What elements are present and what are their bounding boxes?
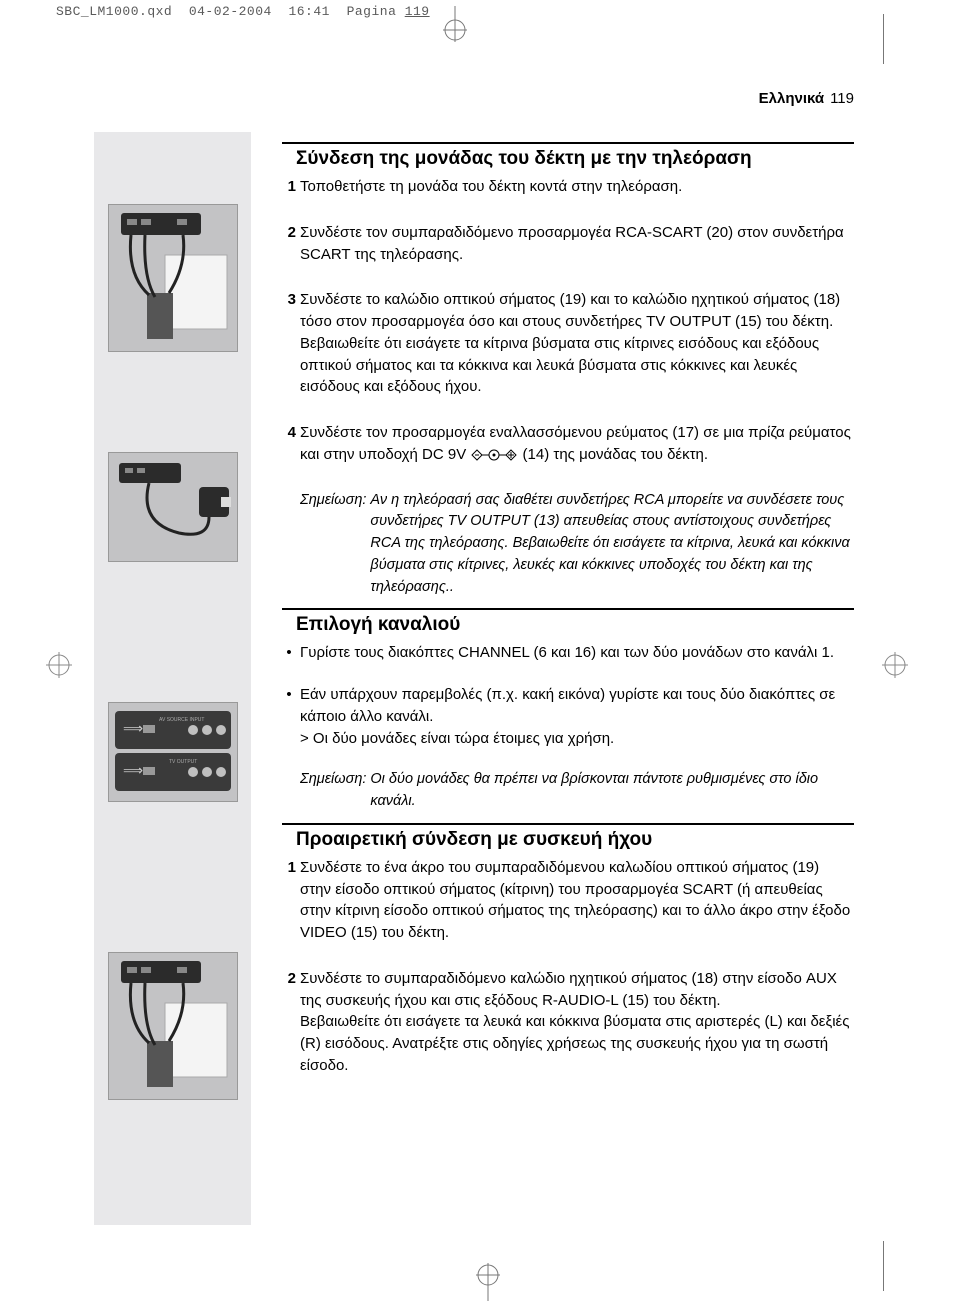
section-heading-audio: Προαιρετική σύνδεση με συσκευή ήχου xyxy=(296,829,854,851)
section-rule xyxy=(282,823,854,825)
step-text: Συνδέστε τον προσαρμογέα εναλλασσόμενου … xyxy=(300,422,854,466)
note-label: Σημείωση: xyxy=(300,490,366,599)
registration-mark-right xyxy=(878,648,912,682)
note-rca: Σημείωση: Αν η τηλεόρασή σας διαθέτει συ… xyxy=(300,490,854,599)
bullet-interference: • Εάν υπάρχουν παρεμβολές (π.χ. κακή εικ… xyxy=(282,684,854,749)
step-1: 1 Τοποθετήστε τη μονάδα του δέκτη κοντά … xyxy=(282,176,854,198)
print-filename: SBC_LM1000.qxd xyxy=(56,4,172,19)
page-number: 119 xyxy=(830,90,854,107)
print-date: 04-02-2004 xyxy=(189,4,272,19)
audio-step-2: 2 Συνδέστε το συμπαραδιδόμενο καλώδιο ηχ… xyxy=(282,968,854,1077)
main-content: Σύνδεση της μονάδας του δέκτη με την τηλ… xyxy=(282,132,854,1101)
figure-channel-switches: ⟹ ⟹ AV SOURCE INPUT TV OUTPUT xyxy=(108,702,238,802)
step-4: 4 Συνδέστε τον προσαρμογέα εναλλασσόμενο… xyxy=(282,422,854,466)
bullet-channel-1: • Γυρίστε τους διακόπτες CHANNEL (6 και … xyxy=(282,642,854,664)
step-number: 3 xyxy=(282,289,296,398)
bullet-text: Γυρίστε τους διακόπτες CHANNEL (6 και 16… xyxy=(300,642,854,664)
section-heading-connect-tv: Σύνδεση της μονάδας του δέκτη με την τηλ… xyxy=(296,148,854,170)
section-rule xyxy=(282,608,854,610)
svg-text:⟹: ⟹ xyxy=(123,720,143,736)
audio-step-1: 1 Συνδέστε το ένα άκρο του συμπαραδιδόμε… xyxy=(282,857,854,944)
step-2: 2 Συνδέστε τον συμπαραδιδόμενο προσαρμογ… xyxy=(282,222,854,266)
step-number: 2 xyxy=(282,968,296,1077)
page-language: Ελληνικά xyxy=(759,90,824,107)
note-same-channel: Σημείωση: Οι δύο μονάδες θα πρέπει να βρ… xyxy=(300,769,854,813)
figure-power-adapter xyxy=(108,452,238,562)
print-metadata: SBC_LM1000.qxd 04-02-2004 16:41 Pagina 1… xyxy=(56,4,430,19)
step-text: Συνδέστε το ένα άκρο του συμπαραδιδόμενο… xyxy=(300,857,854,944)
figure-sidebar: ⟹ ⟹ AV SOURCE INPUT TV OUTPUT xyxy=(94,132,251,1225)
note-text: Αν η τηλεόρασή σας διαθέτει συνδετήρες R… xyxy=(370,490,854,599)
step-number: 4 xyxy=(282,422,296,466)
crop-mark-top-right xyxy=(883,14,884,64)
step-text: Συνδέστε τον συμπαραδιδόμενο προσαρμογέα… xyxy=(300,222,854,266)
svg-text:TV OUTPUT: TV OUTPUT xyxy=(169,759,197,765)
print-page-num: 119 xyxy=(405,4,430,19)
page-header: Ελληνικά 119 xyxy=(759,90,854,107)
print-page-word: Pagina xyxy=(347,4,397,19)
step-text: Συνδέστε το καλώδιο οπτικού σήματος (19)… xyxy=(300,289,854,398)
step-number: 2 xyxy=(282,222,296,266)
step-3: 3 Συνδέστε το καλώδιο οπτικού σήματος (1… xyxy=(282,289,854,398)
registration-mark-bottom xyxy=(468,1261,508,1301)
note-label: Σημείωση: xyxy=(300,769,366,813)
registration-mark-top xyxy=(435,6,475,46)
print-time: 16:41 xyxy=(288,4,330,19)
step-number: 1 xyxy=(282,857,296,944)
step-text-post: (14) της μονάδας του δέκτη. xyxy=(518,446,708,463)
section-heading-channel: Επιλογή καναλιού xyxy=(296,614,854,636)
step-text: Τοποθετήστε τη μονάδα του δέκτη κοντά στ… xyxy=(300,176,854,198)
figure-audio-connection xyxy=(108,952,238,1100)
step-text: Συνδέστε το συμπαραδιδόμενο καλώδιο ηχητ… xyxy=(300,968,854,1077)
crop-mark-bottom-right xyxy=(883,1241,884,1291)
dc-polarity-icon xyxy=(470,448,518,462)
step-number: 1 xyxy=(282,176,296,198)
note-text: Οι δύο μονάδες θα πρέπει να βρίσκονται π… xyxy=(370,769,854,813)
bullet-mark: • xyxy=(282,684,296,749)
bullet-mark: • xyxy=(282,642,296,664)
svg-text:AV SOURCE INPUT: AV SOURCE INPUT xyxy=(159,717,204,723)
figure-receiver-tv-connection xyxy=(108,204,238,352)
bullet-text: Εάν υπάρχουν παρεμβολές (π.χ. κακή εικόν… xyxy=(300,684,854,749)
section-rule xyxy=(282,142,854,144)
registration-mark-left xyxy=(42,648,76,682)
svg-text:⟹: ⟹ xyxy=(123,762,143,778)
